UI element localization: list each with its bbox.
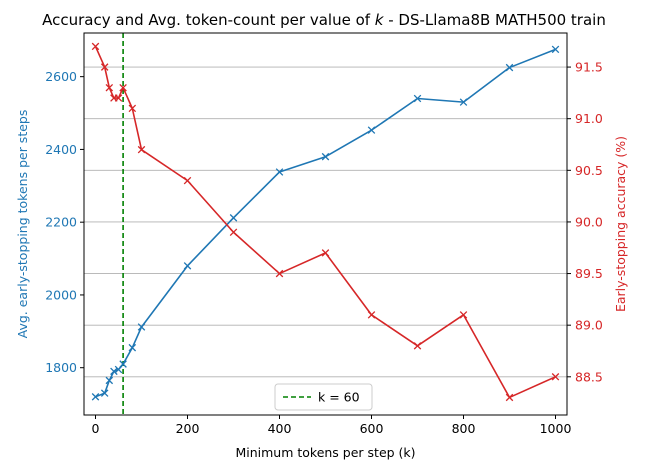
series-accuracy-point-6 (128, 104, 137, 113)
series-accuracy-point-8 (183, 176, 192, 185)
series-tokens-point-6 (128, 343, 137, 352)
series-accuracy-point-15 (505, 393, 514, 402)
x-tick-label-0: 0 (92, 421, 100, 436)
series-accuracy-point-12 (367, 311, 376, 319)
y1-axis-label: Avg. early-stopping tokens per steps (15, 110, 30, 339)
series-tokens-point-16 (551, 45, 560, 54)
legend: k = 60 (274, 383, 373, 411)
legend-vline-label: k = 60 (318, 390, 360, 405)
series-accuracy-point-0 (91, 42, 100, 51)
y1-axis: 1800 2000 2200 2400 2600 (45, 69, 84, 375)
series-tokens-point-10 (275, 168, 284, 176)
series-accuracy-point-1 (100, 63, 109, 71)
series-accuracy-point-13 (413, 342, 422, 350)
y1-tick-label-2: 2200 (45, 215, 77, 230)
x-tick-label-2: 400 (268, 421, 292, 436)
series-tokens-point-5 (119, 360, 127, 368)
y2-tick-label-0: 88.5 (575, 369, 603, 384)
plot-frame (83, 32, 568, 416)
y2-tick-label-3: 90.0 (575, 214, 603, 229)
series-tokens-point-14 (459, 98, 468, 106)
x-tick-label-4: 800 (452, 421, 476, 436)
series-tokens-point-3 (110, 367, 118, 376)
series-accuracy-point-16 (551, 373, 560, 381)
x-axis-label: Minimum tokens per step (k) (235, 445, 415, 460)
title-part-1: Accuracy and Avg. token-count per value … (42, 11, 375, 29)
y2-tick-label-4: 90.5 (575, 163, 603, 178)
series-accuracy-point-9 (229, 228, 238, 237)
legend-box (274, 383, 373, 411)
y2-axis: 88.5 89.0 89.5 90.0 90.5 91.0 91.5 (567, 60, 603, 384)
series-layer (91, 42, 560, 402)
series-accuracy-point-4 (114, 94, 123, 102)
series-tokens-point-2 (105, 376, 114, 385)
series-accuracy-point-14 (459, 311, 468, 319)
x-axis: 0 200 400 600 800 1000 (92, 415, 572, 436)
series-accuracy-point-5 (119, 83, 127, 92)
series-tokens-point-7 (137, 323, 146, 331)
x-tick-label-5: 1000 (540, 421, 572, 436)
series-accuracy-point-7 (137, 145, 146, 154)
y2-tick-label-5: 91.0 (575, 111, 603, 126)
y2-tick-label-6: 91.5 (575, 60, 603, 75)
y2-axis-label: Early-stopping accuracy (%) (613, 136, 628, 312)
y1-tick-label-4: 2600 (45, 69, 77, 84)
x-tick-label-1: 200 (176, 421, 200, 436)
y2-tick-label-2: 89.5 (575, 266, 603, 281)
series-tokens-point-13 (413, 94, 422, 103)
series-tokens-point-9 (229, 214, 238, 222)
series-tokens-point-15 (505, 63, 514, 72)
series-tokens-point-8 (183, 262, 192, 270)
chart-title: Accuracy and Avg. token-count per value … (42, 11, 606, 29)
series-accuracy-point-11 (321, 249, 330, 257)
title-part-k: k (375, 11, 385, 29)
grid (84, 66, 567, 378)
x-tick-label-3: 600 (360, 421, 384, 436)
title-part-2: - DS-Llama8B MATH500 train (383, 11, 605, 29)
series-tokens-point-12 (367, 126, 376, 134)
series-tokens-point-0 (91, 393, 100, 401)
y1-tick-label-3: 2400 (45, 142, 77, 157)
series-tokens-point-1 (100, 389, 109, 397)
series-accuracy-point-2 (105, 83, 114, 92)
series-tokens-line (95, 48, 556, 398)
y1-tick-label-0: 1800 (45, 360, 77, 375)
y2-tick-label-1: 89.0 (575, 318, 603, 333)
series-accuracy-point-10 (275, 269, 284, 278)
y1-tick-label-1: 2000 (45, 287, 77, 302)
series-tokens-point-11 (321, 152, 330, 161)
